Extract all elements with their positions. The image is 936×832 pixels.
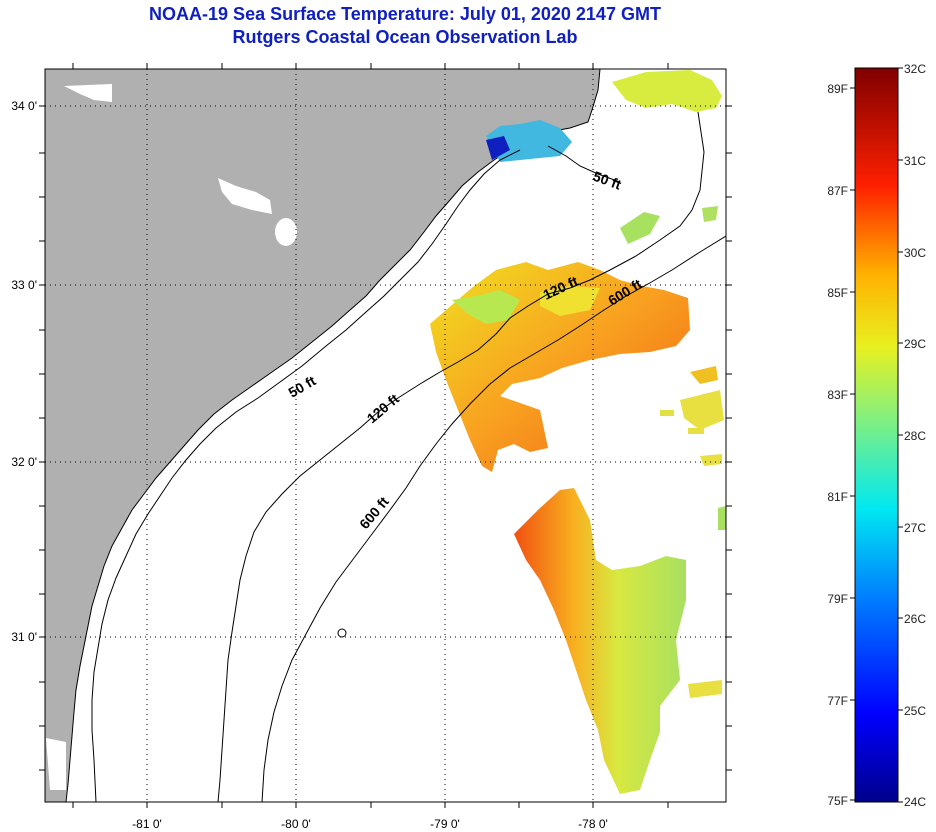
fahrenheit-label: 85F: [827, 286, 848, 300]
fahrenheit-label: 77F: [827, 694, 848, 708]
fahrenheit-label: 83F: [827, 388, 848, 402]
fahrenheit-label: 89F: [827, 82, 848, 96]
lon-label: -80 0': [281, 817, 311, 831]
lat-label: 31 0': [11, 630, 37, 644]
celsius-label: 31C: [904, 154, 926, 168]
tick-marks: [39, 63, 732, 808]
lon-label: -81 0': [132, 817, 162, 831]
lat-label: 33 0': [11, 278, 37, 292]
inland-lake: [46, 738, 66, 790]
celsius-label: 25C: [904, 704, 926, 718]
lat-label: 34 0': [11, 99, 37, 113]
contour-50ft: [91, 145, 621, 802]
fahrenheit-label: 81F: [827, 490, 848, 504]
map-title: NOAA-19 Sea Surface Temperature: July 01…: [149, 4, 661, 24]
lat-label: 32 0': [11, 455, 37, 469]
celsius-label: 32C: [904, 62, 926, 76]
fahrenheit-label: 75F: [827, 794, 848, 808]
colorbar-gradient: [854, 67, 899, 803]
inland-lake: [218, 178, 272, 214]
map-subtitle: Rutgers Coastal Ocean Observation Lab: [232, 27, 578, 47]
graticule: [45, 69, 726, 802]
contour-600ft: [261, 235, 726, 802]
contour-120ft: [217, 111, 705, 802]
lon-label: -78 0': [578, 817, 608, 831]
inland-lake: [275, 218, 297, 246]
celsius-label: 30C: [904, 246, 926, 260]
lon-label: -79 0': [430, 817, 460, 831]
celsius-label: 27C: [904, 521, 926, 535]
color-scale: 32C 31C 30C 29C 28C 27C 26C 25C 24C 89F …: [827, 62, 926, 809]
map-frame: [44, 68, 727, 803]
sst-data: [430, 70, 726, 794]
celsius-label: 28C: [904, 429, 926, 443]
inland-lake: [64, 84, 112, 102]
fahrenheit-label: 87F: [827, 184, 848, 198]
celsius-label: 24C: [904, 795, 926, 809]
celsius-label: 29C: [904, 337, 926, 351]
fahrenheit-label: 79F: [827, 592, 848, 606]
celsius-label: 26C: [904, 612, 926, 626]
